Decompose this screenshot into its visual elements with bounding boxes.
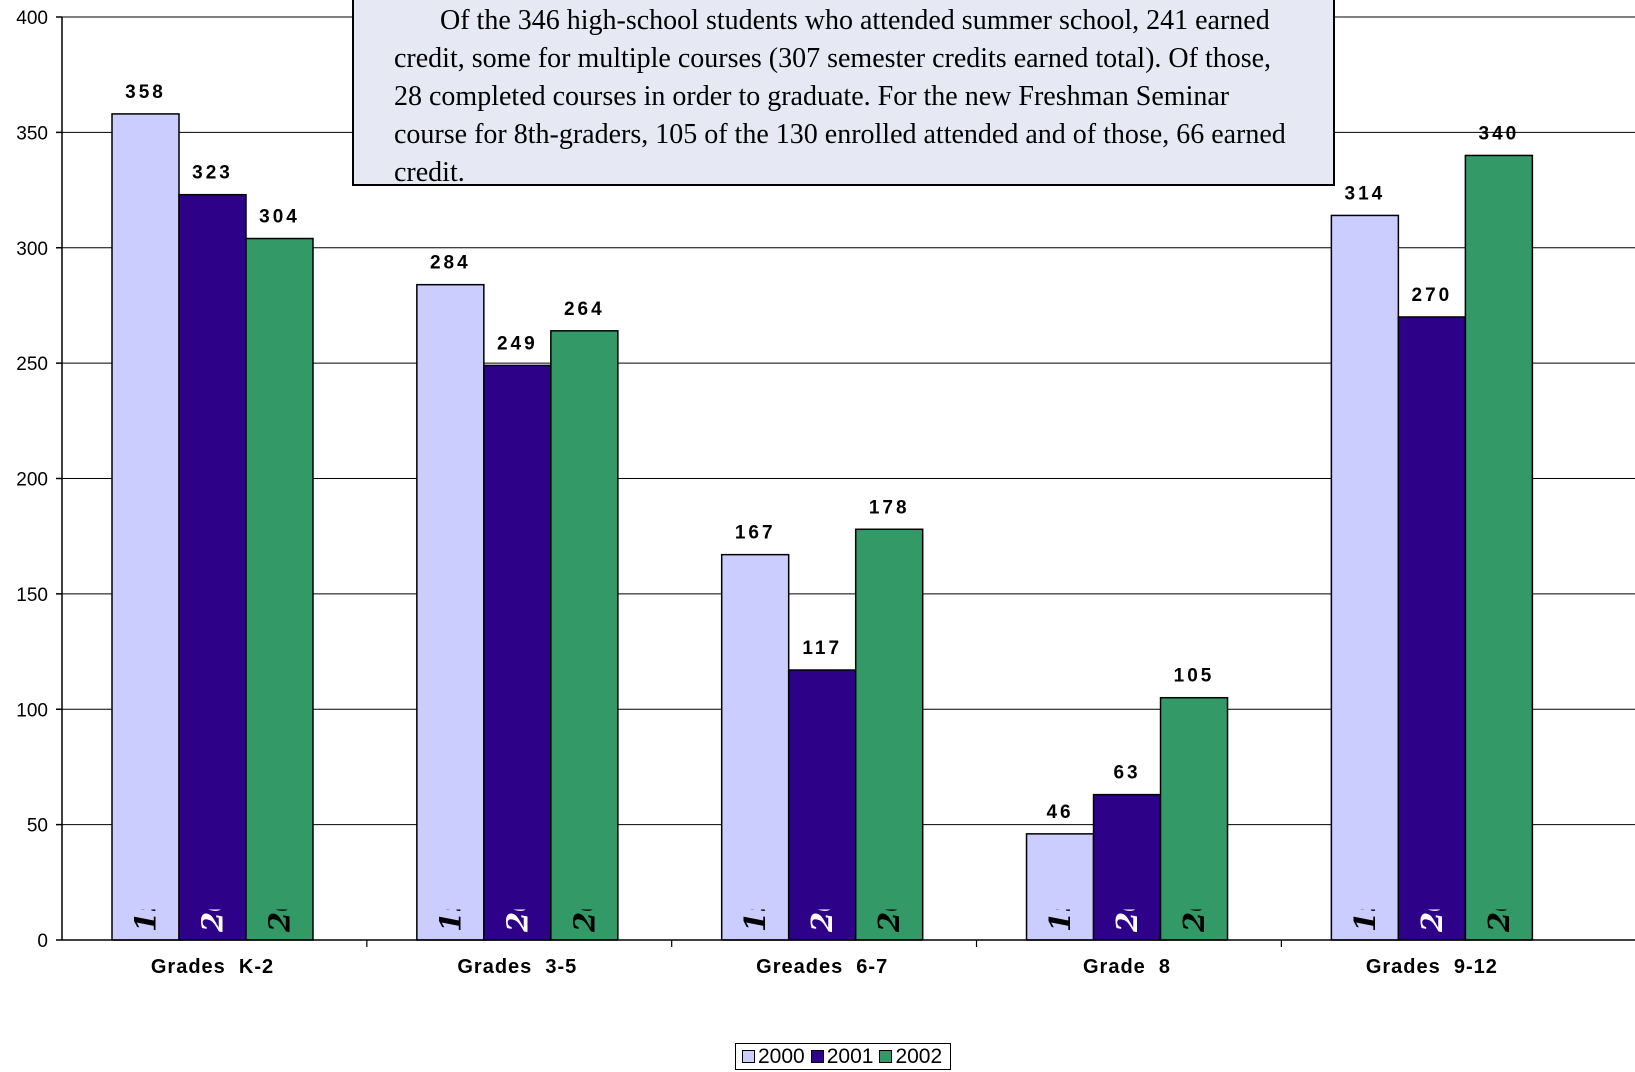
bar-inside-label: 2000-01 bbox=[1110, 799, 1144, 933]
y-tick-label: 50 bbox=[27, 816, 48, 837]
x-axis: Grades K-2 Grades 3-5 Greades 6-7 Grade 8 Gr… bbox=[62, 939, 1635, 978]
bar-group: 2000-01 249 bbox=[483, 333, 552, 941]
bar-inside-label: 2001-02 bbox=[1177, 799, 1211, 933]
bar-group: 1999-00 284 bbox=[416, 253, 485, 941]
bar-group: 2000-01 63 bbox=[1092, 763, 1162, 941]
bar-inside-label: 2000-01 bbox=[805, 799, 839, 933]
bar-inside-label: 2000-01 bbox=[1415, 799, 1449, 933]
bar bbox=[1397, 316, 1467, 941]
bar-inside-label: 1999-00 bbox=[433, 799, 467, 932]
x-tick-label: Grade 8 bbox=[1083, 956, 1171, 978]
bar-inside-label: 2000-01 bbox=[196, 799, 230, 933]
y-tick-label: 300 bbox=[16, 239, 48, 260]
bar bbox=[245, 237, 314, 941]
bar-inside-label: 2001-02 bbox=[872, 799, 906, 933]
bar-inside-label: 2001-02 bbox=[567, 799, 601, 933]
data-label: 249 bbox=[497, 333, 538, 354]
data-label: 314 bbox=[1345, 183, 1386, 204]
data-label: 340 bbox=[1479, 123, 1520, 144]
x-tick-label: Greades 6-7 bbox=[756, 956, 888, 978]
y-tick-label: 200 bbox=[16, 470, 48, 491]
bar bbox=[787, 669, 857, 941]
bar bbox=[1464, 154, 1534, 941]
bar bbox=[1092, 793, 1162, 941]
bar-inside-label: 1999-00 bbox=[1043, 799, 1077, 932]
annotation-box: Of the 346 high-school students who atte… bbox=[352, 0, 1335, 188]
x-tick-label: Grades 9-12 bbox=[1366, 956, 1498, 978]
bar-group: 2000-01 270 bbox=[1397, 285, 1467, 941]
y-tick-label: 0 bbox=[37, 931, 48, 952]
bar-inside-label: 2000-01 bbox=[500, 799, 534, 933]
data-label: 167 bbox=[735, 523, 776, 544]
bar-inside-label: 1999-00 bbox=[1348, 799, 1382, 932]
legend-swatch-2000 bbox=[742, 1050, 755, 1063]
bar bbox=[1025, 833, 1095, 941]
bar-group: 2001-02 105 bbox=[1159, 666, 1229, 941]
data-label: 178 bbox=[869, 497, 910, 518]
data-label: 270 bbox=[1412, 285, 1453, 306]
bar-group: 2001-02 264 bbox=[550, 299, 619, 941]
legend-label-2000: 2000 bbox=[758, 1044, 805, 1068]
bar-group: 2001-02 340 bbox=[1464, 123, 1534, 941]
y-tick-label: 400 bbox=[16, 8, 48, 29]
legend: 2000 2001 2002 bbox=[735, 1043, 952, 1070]
bar-inside-label: 1999-00 bbox=[738, 799, 772, 932]
bar-group: 1999-00 167 bbox=[720, 523, 790, 941]
bar-group: 1999-00 314 bbox=[1330, 183, 1400, 941]
x-tick-label: Grades 3-5 bbox=[457, 956, 577, 978]
x-tick-label: Grades K-2 bbox=[151, 956, 274, 978]
data-label: 304 bbox=[259, 207, 300, 228]
bar bbox=[178, 193, 247, 941]
data-label: 63 bbox=[1113, 763, 1140, 784]
y-axis: 0 50 100 150 200 250 300 350 400 bbox=[16, 8, 63, 952]
bar bbox=[1159, 696, 1229, 941]
bar bbox=[111, 113, 180, 941]
data-label: 358 bbox=[125, 82, 166, 103]
legend-label-2002: 2002 bbox=[895, 1044, 943, 1068]
bar-group: 2001-02 304 bbox=[245, 207, 314, 941]
data-label: 284 bbox=[430, 253, 471, 274]
data-label: 264 bbox=[564, 299, 605, 320]
bar-group: 1999-0046 bbox=[1025, 799, 1095, 941]
bar-group: 2000-01 117 bbox=[787, 638, 857, 941]
bar-group: 2000-01 323 bbox=[178, 163, 247, 941]
bar bbox=[550, 330, 619, 941]
data-label: 105 bbox=[1174, 666, 1215, 687]
bar-group: 1999-00 358 bbox=[111, 82, 180, 941]
bar bbox=[720, 553, 790, 941]
y-tick-label: 150 bbox=[16, 585, 48, 606]
bar-inside-label: 2001-02 bbox=[263, 799, 297, 933]
data-label: 323 bbox=[192, 163, 233, 184]
data-label: 46 bbox=[1046, 802, 1073, 823]
y-tick-label: 100 bbox=[16, 700, 48, 721]
bar-inside-label: 1999-00 bbox=[129, 799, 163, 932]
legend-label-2001: 2001 bbox=[826, 1044, 874, 1068]
bar bbox=[854, 528, 924, 941]
legend-item-2000: 2000 bbox=[742, 1045, 805, 1069]
legend-item-2001: 2001 bbox=[810, 1044, 874, 1069]
bar bbox=[1330, 214, 1400, 941]
legend-swatch-2002 bbox=[879, 1050, 893, 1063]
bar-group: 2001-02 178 bbox=[854, 497, 924, 941]
bar bbox=[483, 364, 552, 941]
legend-item-2002: 2002 bbox=[879, 1045, 942, 1069]
bars: 1999-003581999-002841999-001671999-00461… bbox=[111, 82, 1534, 941]
data-label: 117 bbox=[802, 638, 842, 659]
legend-swatch-2001 bbox=[810, 1050, 824, 1063]
bar bbox=[416, 283, 485, 941]
y-tick-label: 250 bbox=[16, 354, 48, 375]
bar-inside-label: 2001-02 bbox=[1482, 799, 1516, 933]
y-tick-label: 350 bbox=[16, 123, 48, 144]
annotation-text: Of the 346 high-school students who atte… bbox=[394, 5, 1286, 188]
